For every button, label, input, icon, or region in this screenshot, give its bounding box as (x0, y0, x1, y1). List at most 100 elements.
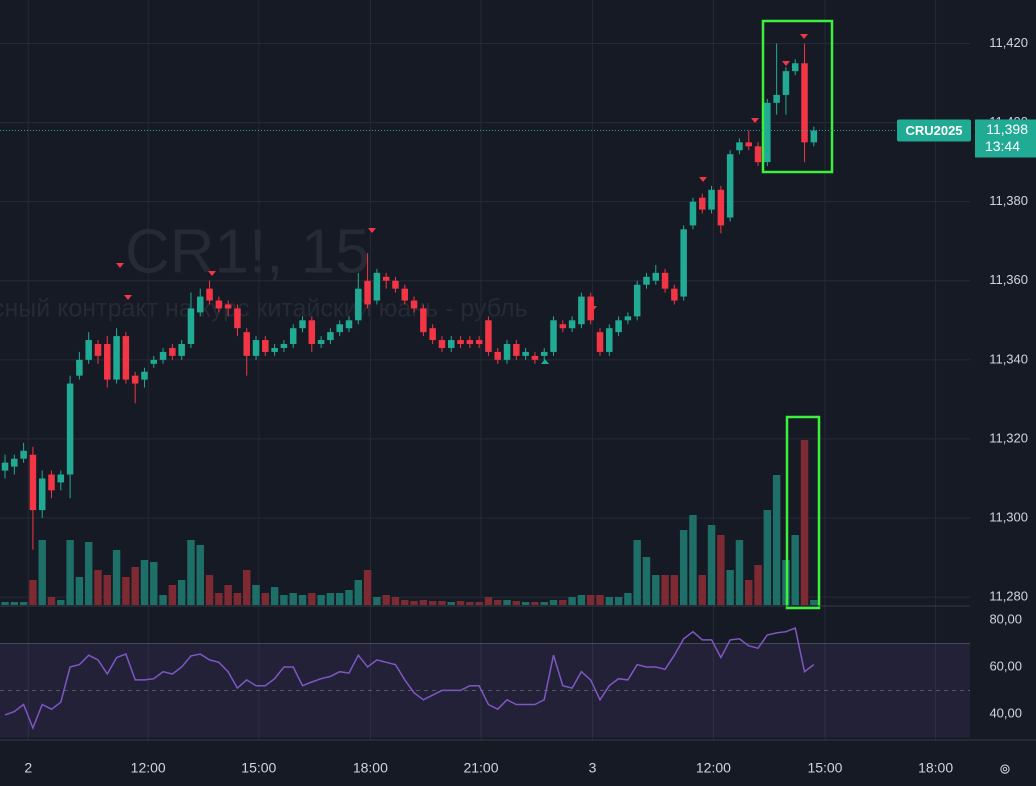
countdown: 13:44 (985, 138, 1020, 154)
candle-body (234, 308, 241, 329)
volume-bar (75, 577, 84, 605)
volume-bar (447, 602, 455, 605)
volume-bar (233, 593, 242, 605)
y-tick-label: 80,00 (989, 611, 1022, 626)
y-tick-label: 60,00 (989, 658, 1022, 673)
candle-body (410, 300, 418, 309)
x-tick-label: 15:00 (241, 760, 276, 776)
volume-bar (494, 600, 502, 605)
candle-body (76, 359, 83, 376)
candle-body (345, 320, 353, 329)
volume-bar (1, 602, 9, 605)
candle-body (494, 351, 501, 360)
candle-body (606, 328, 613, 352)
candle-body (457, 340, 464, 345)
candle-body (429, 328, 436, 341)
candle-body (689, 201, 697, 226)
volume-bar (29, 580, 37, 605)
candle-body (57, 474, 65, 483)
watermark-symbol: CR1!, 15 (125, 217, 370, 286)
volume-bar (382, 595, 390, 605)
volume-bar (661, 575, 669, 605)
candle-body (187, 308, 195, 345)
volume-bar (19, 602, 28, 605)
volume-bar (289, 593, 297, 605)
candle-body (29, 454, 37, 511)
candle-body (540, 351, 548, 356)
candle-body (392, 280, 399, 289)
highlight-box (785, 415, 821, 610)
volume-bar (354, 580, 363, 605)
candle-body (11, 458, 18, 467)
axes: 11,280 11,300 11,320 11,340 11,360 11,380 11,4… (24, 35, 1028, 776)
candle-body (447, 340, 455, 348)
signal (208, 271, 216, 276)
volume-bar (391, 597, 400, 605)
x-tick-label: 3 (589, 760, 597, 776)
volume-bar (243, 570, 251, 605)
x-tick-label: 15:00 (807, 760, 842, 776)
candle-body (754, 146, 762, 163)
grid (0, 0, 970, 740)
candle-body (280, 344, 288, 348)
candle-body (206, 288, 213, 301)
candle-body (38, 478, 46, 511)
candle-body (726, 154, 734, 218)
signal (368, 228, 376, 233)
candle-body (764, 102, 771, 163)
volume-bar (215, 593, 223, 605)
signals (116, 34, 808, 364)
rsi-line (4, 626, 815, 731)
candle-body (568, 320, 576, 329)
x-tick-label: 21:00 (463, 760, 498, 776)
volume-bar (717, 535, 725, 605)
volume-bar (84, 542, 93, 605)
volume-bar (326, 593, 335, 605)
volume-bar (475, 602, 483, 605)
candle-body (104, 344, 111, 380)
volume-bar (466, 602, 474, 605)
candle-body (85, 340, 92, 360)
volume-bar (38, 540, 46, 605)
settings-icon[interactable]: ⊚ (999, 761, 1011, 777)
volume-bar (317, 595, 325, 605)
volume-bar (159, 595, 167, 605)
volume-bar (670, 575, 679, 605)
candle-body (131, 375, 139, 384)
volume-bar (596, 595, 604, 605)
y-tick-label: 11,280 (989, 589, 1028, 604)
candle-body (522, 351, 529, 356)
volume-bar (47, 597, 56, 605)
volume-bar (754, 565, 762, 605)
candle-body (624, 316, 632, 321)
volume-bar (112, 550, 121, 605)
candle-body (503, 344, 511, 360)
candle-body (373, 272, 381, 301)
candle-body (122, 336, 130, 380)
volume-bar (800, 440, 809, 605)
volume-bar (549, 600, 558, 605)
y-tick-label: 11,420 (989, 35, 1028, 50)
candle-body (680, 229, 687, 297)
volume-bar (401, 600, 409, 605)
candle-body (66, 383, 74, 475)
volume-bar (363, 570, 372, 605)
volume-bar (726, 570, 734, 605)
signal (800, 34, 808, 39)
signal (124, 295, 132, 300)
volume-bar (707, 525, 716, 605)
volume-bar (298, 595, 307, 605)
volume-bar (503, 600, 511, 605)
volume-bar (763, 510, 772, 605)
volume-bar (150, 562, 158, 605)
volume-bar (103, 575, 112, 605)
candle-body (708, 189, 715, 210)
candle-body (289, 328, 297, 345)
y-tick-label: 40,00 (989, 705, 1022, 720)
candle-body (1, 462, 9, 471)
symbol-label-box (897, 119, 971, 142)
candle-body (327, 332, 334, 341)
candle-body (633, 284, 641, 317)
candle-body (782, 71, 790, 95)
